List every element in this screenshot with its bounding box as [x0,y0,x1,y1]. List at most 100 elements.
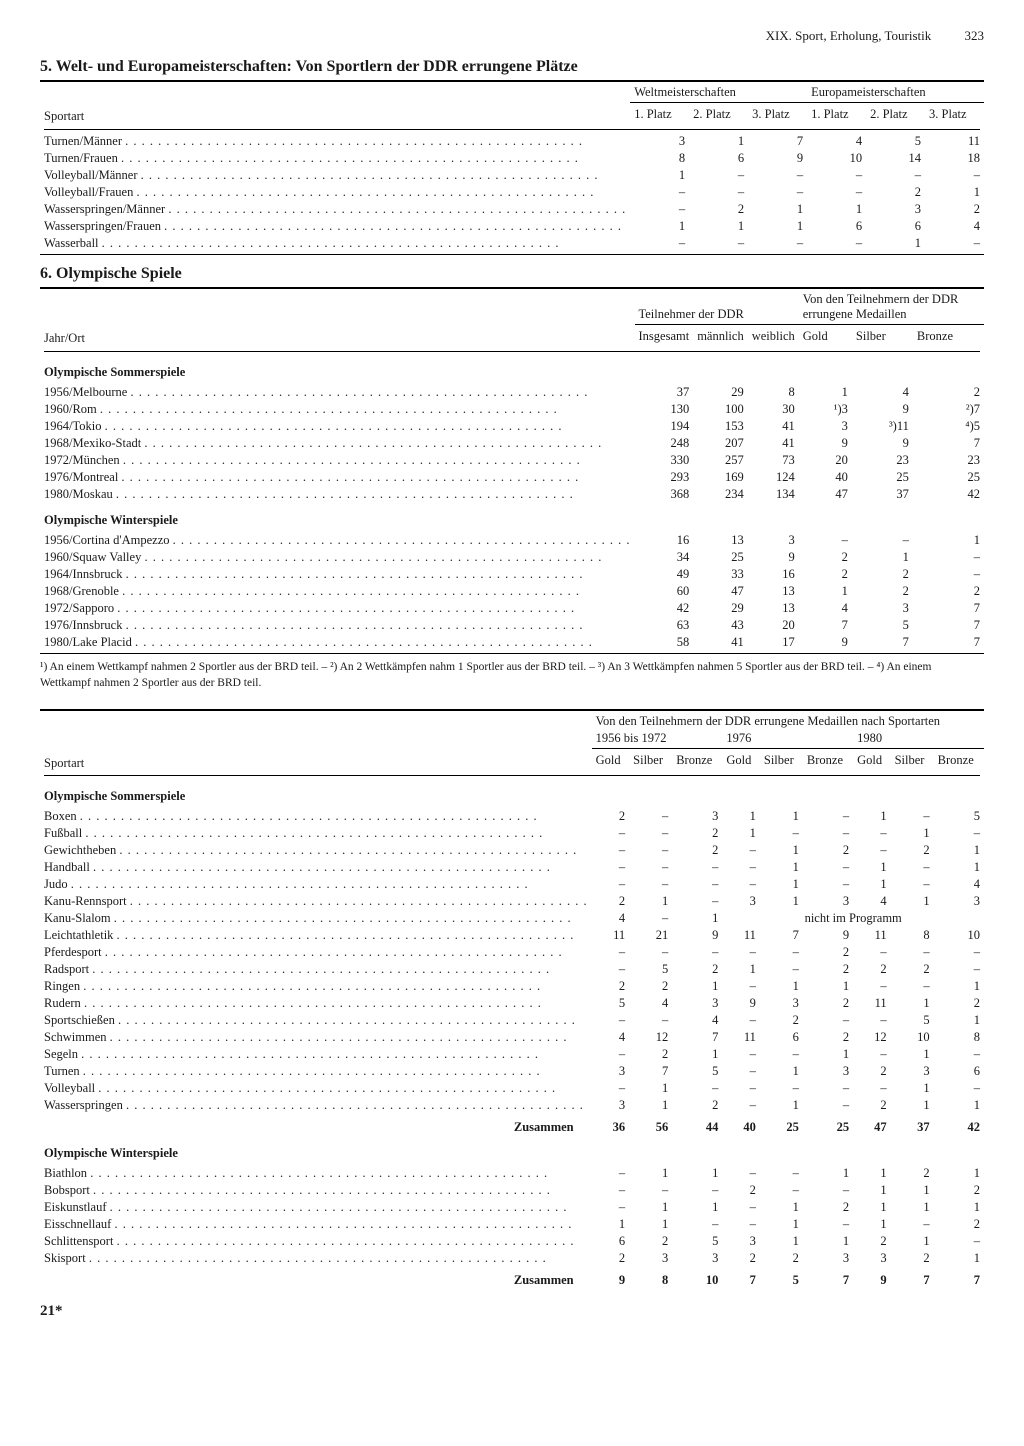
cell: 3 [672,1250,722,1267]
cell: – [807,167,866,184]
cell: 2 [852,583,913,600]
cell: 1 [934,978,984,995]
col: Silber [760,749,803,773]
cell: 1 [722,808,760,825]
col: 1. Platz [630,103,689,127]
col: 2. Platz [866,103,925,127]
cell: 42 [635,600,694,617]
table-row: 1956/Melbourne 37298142 [40,384,984,401]
cell: 4 [925,218,984,235]
cell: 1 [760,1216,803,1233]
table-row: Fußball ––21–––1– [40,825,984,842]
col: 3. Platz [925,103,984,127]
row-label: 1972/Sapporo [40,600,635,617]
cell: 12 [853,1029,891,1046]
table-row: Eisschnellauf 11––1–1–2 [40,1216,984,1233]
row-label: Biathlon [40,1165,592,1182]
cell: 2 [672,1097,722,1114]
cell: 3 [592,1063,630,1080]
cell: – [853,825,891,842]
table-row: Pferdesport –––––2––– [40,944,984,961]
cell: 3 [891,1063,934,1080]
row-label: Segeln [40,1046,592,1063]
cell: – [722,978,760,995]
cell: 2 [629,978,672,995]
subheading: Olympische Winterspiele [40,503,984,532]
cell: – [629,825,672,842]
rule [40,254,984,255]
cell: 1 [934,1097,984,1114]
cell: 1 [760,876,803,893]
cell: 3 [630,133,689,150]
col: Bronze [913,325,984,349]
table-section7: Sportart Von den Teilnehmern der DDR err… [40,713,984,1289]
cell: – [853,1012,891,1029]
cell: 7 [913,617,984,634]
cell: 9 [799,435,852,452]
cell: 194 [635,418,694,435]
cell: – [592,961,630,978]
cell: – [629,910,672,927]
cell: ³)11 [852,418,913,435]
col: Silber [891,749,934,773]
table-row: 1968/Grenoble 604713122 [40,583,984,600]
table-row: Skisport 233223321 [40,1250,984,1267]
table-row: Wasserball ––––1– [40,235,984,252]
row-label: 1976/Montreal [40,469,635,486]
cell: 1 [748,201,807,218]
table-row: Boxen 2–311–1–5 [40,808,984,825]
cell: 2 [891,1250,934,1267]
cell: – [760,1046,803,1063]
cell: 40 [722,1114,760,1136]
cell: – [853,1046,891,1063]
row-label: Skisport [40,1250,592,1267]
row-label: 1980/Moskau [40,486,635,503]
cell: 47 [693,583,748,600]
cell: – [853,1080,891,1097]
cell: 8 [629,1267,672,1289]
cell: 2 [934,995,984,1012]
table-row: Schlittensport 62531121– [40,1233,984,1250]
cell: – [934,1233,984,1250]
cell: 3 [799,418,852,435]
cell: 153 [693,418,748,435]
cell: 257 [693,452,748,469]
cell: 1 [891,1199,934,1216]
cell: – [891,978,934,995]
table-row: Ringen 221–11––1 [40,978,984,995]
cell: – [760,961,803,978]
row-label: Rudern [40,995,592,1012]
cell: – [934,944,984,961]
cell: 5 [672,1063,722,1080]
row-label: Wasserspringen/Männer [40,201,630,218]
cell: – [853,842,891,859]
col-sportart: Sportart [40,84,630,126]
cell: 1 [803,978,853,995]
cell: 234 [693,486,748,503]
cell: nicht im Programm [722,910,984,927]
table-section6: Jahr/Ort Teilnehmer der DDR Von den Teil… [40,291,984,651]
table-row: 1960/Rom 13010030¹)39²)7 [40,401,984,418]
cell: – [807,184,866,201]
cell: 134 [748,486,799,503]
cell: 1 [853,876,891,893]
cell: – [689,235,748,252]
cell: 41 [748,418,799,435]
section-6-title: 6. Olympische Spiele [40,265,984,283]
cell: – [866,167,925,184]
cell: 23 [852,452,913,469]
cell: 6 [592,1233,630,1250]
cell: 124 [748,469,799,486]
cell: 2 [925,201,984,218]
cell: 25 [760,1114,803,1136]
cell: – [592,825,630,842]
cell: 1 [629,1080,672,1097]
cell: 47 [853,1114,891,1136]
cell: 11 [592,927,630,944]
cell: – [672,944,722,961]
cell: 100 [693,401,748,418]
cell: 1 [891,1182,934,1199]
cell: 34 [635,549,694,566]
table-row: 1980/Lake Placid 584117977 [40,634,984,651]
cell: 73 [748,452,799,469]
